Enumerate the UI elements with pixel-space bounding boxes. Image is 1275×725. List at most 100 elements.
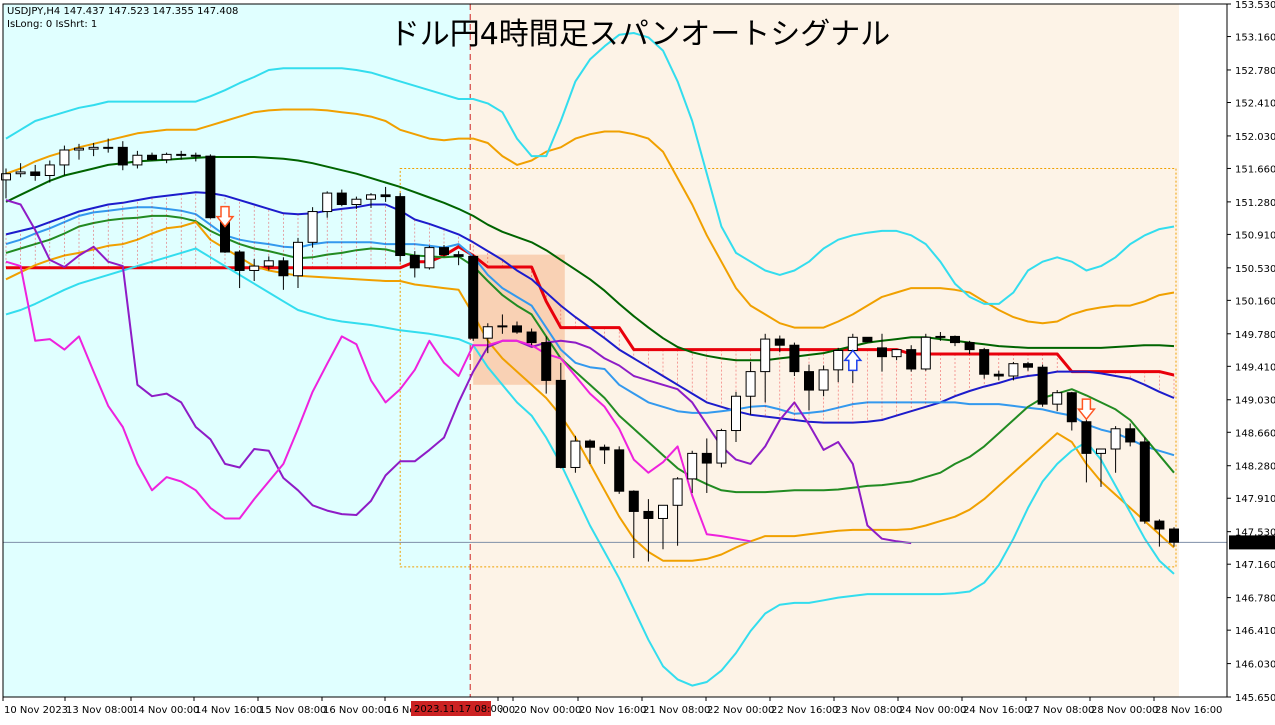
x-tick-label: 24 Nov 16:00 bbox=[963, 705, 1030, 716]
candle-body bbox=[789, 344, 800, 373]
candle bbox=[307, 207, 318, 248]
candle-body bbox=[745, 371, 756, 397]
symbol-header: USDJPY,H4 147.437 147.523 147.355 147.40… bbox=[7, 6, 238, 17]
candle bbox=[176, 150, 187, 160]
x-tick-label: 13 Nov 08:00 bbox=[66, 705, 133, 716]
candle bbox=[614, 446, 625, 494]
history-band bbox=[3, 4, 471, 697]
candle bbox=[336, 189, 347, 207]
candle-body bbox=[263, 260, 274, 267]
x-tick-label: 16 No bbox=[386, 705, 416, 716]
candle bbox=[993, 370, 1004, 381]
candle bbox=[950, 335, 960, 347]
candle bbox=[906, 345, 917, 372]
candle bbox=[1081, 418, 1092, 483]
indicator-line-6 bbox=[5, 108, 1175, 329]
candle bbox=[789, 342, 800, 377]
candle-body bbox=[585, 440, 595, 448]
candle-body bbox=[993, 373, 1004, 377]
x-tick-label: 14 Nov 00:00 bbox=[132, 705, 199, 716]
candle bbox=[1096, 448, 1106, 487]
candlesticks bbox=[1, 138, 1179, 562]
candle bbox=[497, 314, 508, 334]
chart-background bbox=[3, 4, 1179, 697]
candle-body bbox=[847, 336, 858, 352]
x-tick-label: 23 Nov 08:00 bbox=[835, 705, 902, 716]
candle bbox=[322, 191, 333, 218]
candle bbox=[424, 245, 435, 270]
candle bbox=[512, 321, 522, 334]
candle bbox=[205, 154, 216, 219]
candle-body bbox=[424, 247, 435, 269]
plot-frame bbox=[2, 3, 1228, 698]
current-price-value: 147.408 bbox=[1232, 538, 1273, 549]
candle bbox=[380, 186, 391, 202]
candle-body bbox=[234, 251, 245, 271]
y-tick-label: 152.410 bbox=[1235, 98, 1275, 109]
candle bbox=[1, 168, 11, 199]
y-tick-label: 148.660 bbox=[1235, 428, 1275, 439]
candle-body bbox=[1052, 392, 1063, 405]
candle-body bbox=[497, 325, 508, 328]
range-box bbox=[399, 167, 1177, 568]
candle-body bbox=[482, 326, 493, 339]
y-tick-label: 152.030 bbox=[1235, 132, 1275, 143]
candle-body bbox=[366, 194, 376, 200]
candle-body bbox=[1169, 528, 1179, 543]
x-tick-label: 16 Nov 00:00 bbox=[323, 705, 390, 716]
candle-body bbox=[979, 349, 990, 375]
candle-body bbox=[760, 338, 771, 373]
candle bbox=[132, 150, 143, 169]
candle-body bbox=[74, 147, 84, 151]
candle-body bbox=[1037, 366, 1048, 405]
candle-body bbox=[1154, 520, 1165, 530]
candle bbox=[687, 450, 698, 493]
candle bbox=[293, 237, 303, 289]
sell-signal-arrow-icon bbox=[1076, 398, 1096, 421]
candle bbox=[468, 254, 479, 341]
candle bbox=[234, 250, 245, 289]
candle bbox=[453, 251, 464, 266]
candle bbox=[979, 347, 990, 379]
candle-body bbox=[964, 342, 975, 351]
candle-body bbox=[1139, 441, 1150, 522]
chart-title: ドル円4時間足スパンオートシグナル bbox=[390, 17, 891, 52]
candle-body bbox=[1096, 448, 1106, 454]
candle-body bbox=[190, 154, 201, 157]
candle bbox=[599, 444, 610, 464]
candle bbox=[1139, 437, 1150, 524]
y-tick-label: 149.780 bbox=[1235, 330, 1275, 341]
candle bbox=[395, 193, 406, 262]
candle bbox=[804, 364, 814, 411]
x-tick-label: 20 Nov 16:00 bbox=[579, 705, 646, 716]
candle-body bbox=[833, 350, 844, 371]
indicator-line-7 bbox=[5, 32, 1175, 305]
candle-body bbox=[701, 452, 712, 464]
candle bbox=[409, 251, 420, 278]
candle bbox=[59, 145, 70, 176]
y-tick-label: 151.660 bbox=[1235, 164, 1275, 175]
candle bbox=[658, 504, 668, 550]
candle-body bbox=[293, 241, 303, 277]
indicator-line-9 bbox=[5, 199, 912, 545]
candle-body bbox=[526, 331, 537, 344]
candle-body bbox=[59, 149, 70, 166]
candle-body bbox=[950, 335, 960, 344]
candle-body bbox=[380, 194, 391, 198]
candle-body bbox=[103, 146, 114, 149]
y-tick-label: 147.530 bbox=[1235, 528, 1275, 539]
candle-body bbox=[205, 155, 216, 219]
sell-signal-arrow-icon bbox=[215, 205, 235, 228]
candle-body bbox=[891, 349, 902, 358]
y-tick-label: 153.160 bbox=[1235, 33, 1275, 44]
candle bbox=[263, 256, 274, 271]
candle bbox=[774, 335, 785, 353]
candle-body bbox=[30, 171, 41, 176]
candle bbox=[920, 333, 931, 371]
y-tick-label: 153.530 bbox=[1235, 0, 1275, 11]
candle bbox=[701, 438, 712, 493]
x-tick-label: 28 Nov 00:00 bbox=[1091, 705, 1158, 716]
y-tick-label: 147.160 bbox=[1235, 560, 1275, 571]
candle bbox=[74, 143, 84, 160]
